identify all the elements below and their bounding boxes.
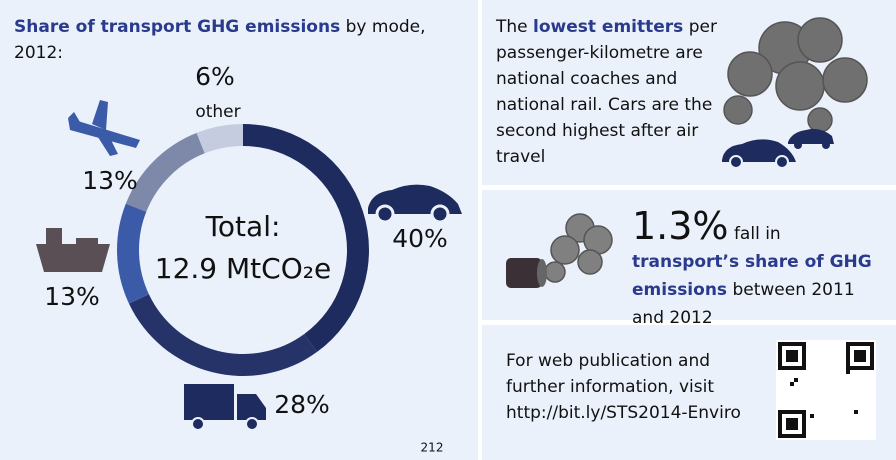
emitters-highlight: lowest emitters [533, 17, 684, 37]
truck-icon [184, 384, 266, 431]
emitters-pre: The [496, 17, 534, 37]
emitters-text: The lowest emitters per passenger-kilome… [496, 14, 724, 170]
donut-segment [125, 132, 205, 212]
fall-post: between 2011 and 2012 [632, 280, 855, 328]
value-label: 13% [44, 282, 100, 311]
chart-title: Share of transport GHG emissions by mode… [14, 14, 434, 66]
chart-panel [0, 0, 478, 460]
value-label: 28% [274, 390, 330, 419]
value-label: 40% [392, 224, 448, 253]
fall-text: 1.3% fall in transport’s share of GHG em… [632, 207, 892, 332]
center-label: Total: [205, 210, 281, 243]
car-icon [368, 184, 462, 224]
value-label: 6% [195, 62, 235, 91]
fall-highlight: transport’s share of GHG emissions [632, 252, 872, 300]
center-value: 12.9 MtCO₂e [155, 252, 331, 285]
title-rest: by mode, 2012: [14, 17, 426, 63]
emitters-post: per passenger-kilometre are national coa… [496, 17, 717, 167]
value-label: 13% [82, 166, 138, 195]
donut-segment [117, 203, 149, 304]
fall-mid: fall in [728, 224, 781, 244]
donut-segment [243, 124, 370, 352]
plane-icon [68, 100, 140, 156]
fall-big: 1.3% [632, 204, 729, 248]
donut-segment [196, 124, 243, 154]
category-label: other [195, 102, 240, 122]
web-text: For web publication and further informat… [506, 351, 741, 423]
title-bold: Share of transport GHG emissions [14, 17, 341, 37]
donut-segment [128, 294, 318, 377]
page-number: 212 [421, 441, 444, 455]
ship-icon [36, 228, 110, 272]
donut-chart: Total: 12.9 MtCO₂e 212 40% 28% 13% [36, 62, 462, 455]
